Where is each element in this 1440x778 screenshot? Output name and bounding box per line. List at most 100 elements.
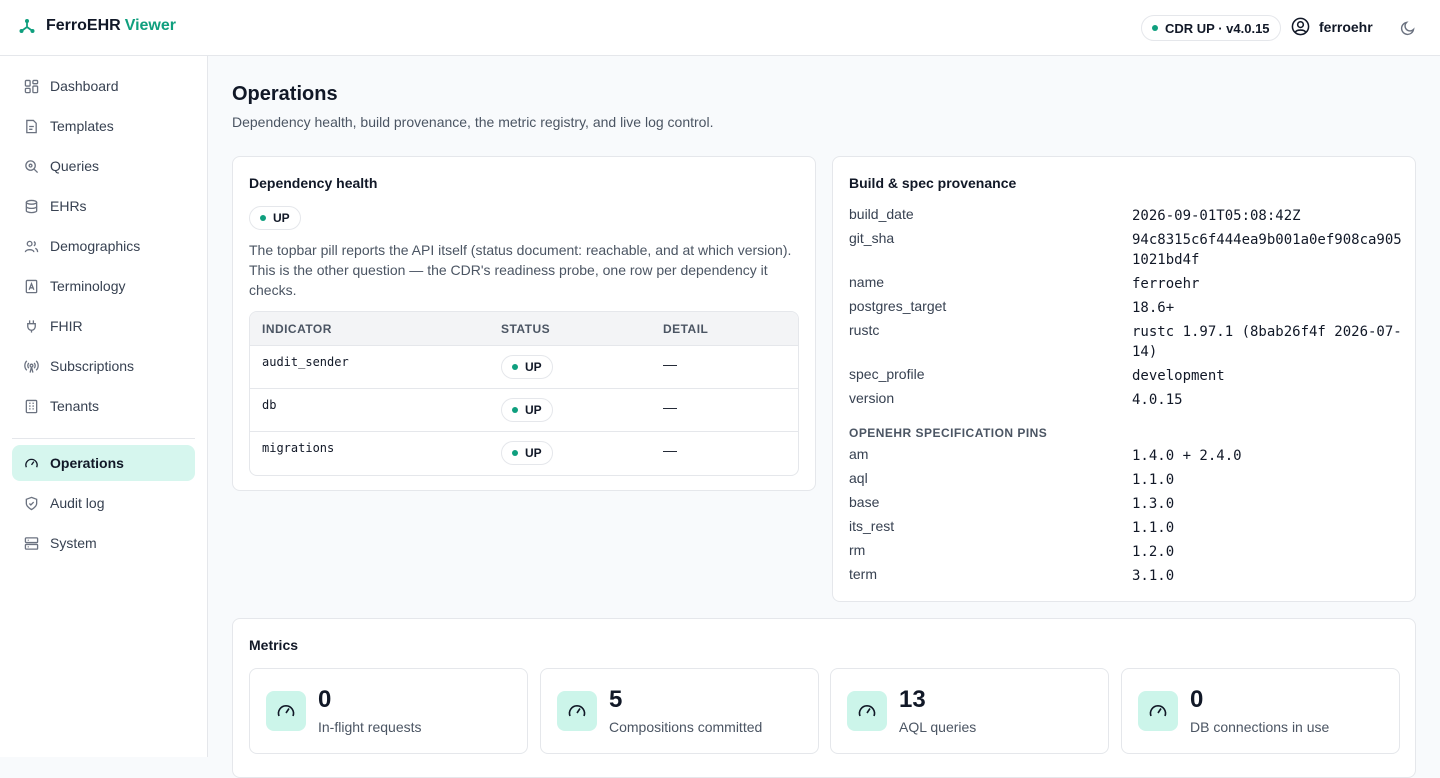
sidebar-item-label: Dashboard	[50, 78, 119, 94]
status-dot	[512, 364, 518, 370]
brand[interactable]: FerroEHR Viewer	[18, 17, 176, 35]
spec-pin-value: 1.3.0	[1132, 496, 1175, 512]
sidebar-item-demographics[interactable]: Demographics	[12, 228, 195, 264]
broadcast-icon	[24, 359, 39, 373]
spec-pin-key: aql	[849, 470, 868, 486]
status-badge: UP	[501, 441, 553, 465]
provenance-key: git_sha	[849, 230, 895, 246]
sidebar-item-label: Audit log	[50, 495, 105, 511]
metric-value: 13	[899, 686, 926, 713]
status-text: UP	[525, 360, 542, 374]
detail-cell: —	[663, 442, 677, 458]
sidebar-item-label: System	[50, 535, 97, 551]
dashboard-icon	[24, 79, 39, 93]
building-icon	[25, 399, 38, 413]
status-dot	[1152, 25, 1158, 31]
page-subtitle: Dependency health, build provenance, the…	[232, 114, 714, 130]
provenance-value: 2026-09-01T05:08:42Z	[1132, 208, 1301, 224]
provenance-key: name	[849, 274, 885, 290]
queries-icon	[25, 159, 39, 173]
sidebar-item-fhir[interactable]: FHIR	[12, 308, 195, 344]
gauge-icon	[557, 691, 597, 731]
dependency-health-card: Dependency health UP The topbar pill rep…	[232, 156, 816, 491]
provenance-value: ferroehr	[1132, 276, 1200, 292]
database-icon	[25, 199, 38, 213]
metric-value: 0	[318, 686, 332, 713]
sidebar: Dashboard Templates Queries EHRs Demogra…	[0, 56, 208, 757]
indicator-cell: db	[262, 398, 277, 412]
cdr-status-text: CDR UP · v4.0.15	[1165, 20, 1270, 36]
indicator-cell: audit_sender	[262, 355, 349, 369]
sidebar-item-tenants[interactable]: Tenants	[12, 388, 195, 424]
card-title: Metrics	[249, 637, 299, 653]
provenance-key: spec_profile	[849, 366, 925, 382]
sidebar-item-label: Operations	[50, 455, 124, 471]
sidebar-item-label: FHIR	[50, 318, 83, 334]
status-text: UP	[273, 211, 290, 225]
sidebar-item-label: Terminology	[50, 278, 126, 294]
logo-icon	[19, 19, 35, 33]
detail-cell: —	[663, 399, 677, 415]
provenance-value: development	[1132, 368, 1225, 384]
moon-icon	[1400, 21, 1415, 36]
spec-pin-value: 1.4.0 + 2.4.0	[1132, 448, 1242, 464]
dependency-table: INDICATOR STATUS DETAIL audit_sender UP …	[249, 311, 799, 476]
card-title: Dependency health	[249, 175, 378, 191]
gauge-icon	[25, 458, 38, 468]
sidebar-item-label: Demographics	[50, 238, 141, 254]
provenance-key: version	[849, 390, 895, 406]
provenance-key: build_date	[849, 206, 914, 222]
sidebar-item-templates[interactable]: Templates	[12, 108, 195, 144]
status-text: UP	[525, 446, 542, 460]
sidebar-item-label: EHRs	[50, 198, 87, 214]
gauge-icon	[1138, 691, 1178, 731]
sidebar-item-operations[interactable]: Operations	[12, 445, 195, 481]
column-header-indicator: INDICATOR	[262, 322, 332, 336]
metric-value: 5	[609, 686, 623, 713]
theme-toggle-button[interactable]	[1399, 19, 1417, 37]
indicator-cell: migrations	[262, 441, 335, 455]
dependency-status-badge: UP	[249, 206, 301, 230]
sidebar-item-label: Tenants	[50, 398, 100, 414]
status-badge: UP	[501, 398, 553, 422]
sidebar-item-label: Queries	[50, 158, 100, 174]
column-header-detail: DETAIL	[663, 322, 709, 336]
spec-pin-key: term	[849, 566, 877, 582]
column-header-status: STATUS	[501, 322, 551, 336]
status-badge: UP	[501, 355, 553, 379]
spec-pin-key: base	[849, 494, 880, 510]
metric-label: AQL queries	[899, 719, 977, 735]
topbar: FerroEHR Viewer CDR UP · v4.0.15 ferroeh…	[0, 0, 1440, 56]
sidebar-item-system[interactable]: System	[12, 525, 195, 561]
sidebar-item-terminology[interactable]: Terminology	[12, 268, 195, 304]
server-icon	[24, 536, 39, 550]
templates-icon	[26, 119, 37, 133]
sidebar-item-label: Subscriptions	[50, 358, 135, 374]
spec-pin-key: its_rest	[849, 518, 895, 534]
brand-name: FerroEHR	[46, 17, 121, 34]
table-row: migrations UP —	[250, 432, 798, 475]
gauge-icon	[266, 691, 306, 731]
status-text: UP	[525, 403, 542, 417]
user-menu[interactable]: ferroehr	[1291, 17, 1373, 36]
table-row: db UP —	[250, 389, 798, 432]
sidebar-item-queries[interactable]: Queries	[12, 148, 195, 184]
dependency-description: The topbar pill reports the API itself (…	[249, 242, 792, 298]
cdr-status-pill: CDR UP · v4.0.15	[1141, 15, 1281, 41]
sidebar-item-audit-log[interactable]: Audit log	[12, 485, 195, 521]
spec-pin-key: am	[849, 446, 869, 462]
spec-pin-value: 1.2.0	[1132, 544, 1175, 560]
spec-pin-value: 1.1.0	[1132, 520, 1175, 536]
metrics-card: Metrics 0 In-flight requests 5 Compositi…	[232, 618, 1416, 778]
metric-value: 0	[1190, 686, 1204, 713]
provenance-value: rustc 1.97.1 (8bab26f4f 2026-07-14)	[1132, 324, 1402, 360]
metric-tile: 13 AQL queries	[830, 668, 1109, 754]
shield-icon	[25, 496, 38, 510]
spec-pins-heading: OPENEHR SPECIFICATION PINS	[849, 426, 1048, 440]
sidebar-item-subscriptions[interactable]: Subscriptions	[12, 348, 195, 384]
username: ferroehr	[1319, 18, 1373, 35]
sidebar-item-dashboard[interactable]: Dashboard	[12, 68, 195, 104]
sidebar-item-ehrs[interactable]: EHRs	[12, 188, 195, 224]
card-title: Build & spec provenance	[849, 175, 1017, 191]
build-provenance-card: Build & spec provenance build_date 2026-0…	[832, 156, 1416, 602]
